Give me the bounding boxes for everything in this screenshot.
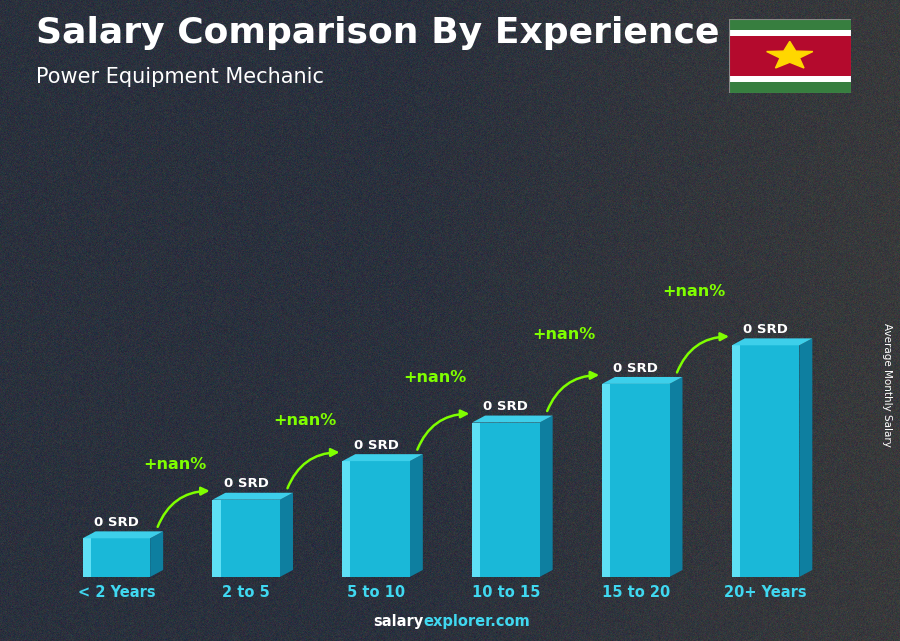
Polygon shape bbox=[150, 531, 163, 577]
Polygon shape bbox=[83, 531, 163, 538]
Bar bbox=[732, 345, 799, 577]
Text: +nan%: +nan% bbox=[143, 456, 206, 472]
Bar bbox=[83, 538, 91, 577]
Text: Salary Comparison By Experience: Salary Comparison By Experience bbox=[36, 16, 719, 50]
Bar bbox=[83, 538, 150, 577]
Bar bbox=[729, 82, 850, 93]
Bar bbox=[602, 384, 670, 577]
Polygon shape bbox=[670, 377, 682, 577]
Bar bbox=[212, 500, 280, 577]
Bar bbox=[472, 422, 481, 577]
Bar bbox=[212, 500, 220, 577]
Polygon shape bbox=[212, 493, 293, 500]
Text: 0 SRD: 0 SRD bbox=[94, 516, 139, 529]
Polygon shape bbox=[767, 41, 813, 68]
Text: 0 SRD: 0 SRD bbox=[224, 478, 269, 490]
Polygon shape bbox=[472, 415, 553, 422]
Bar bbox=[342, 461, 410, 577]
Bar bbox=[602, 384, 610, 577]
Polygon shape bbox=[732, 338, 813, 345]
Text: 0 SRD: 0 SRD bbox=[354, 439, 399, 452]
Polygon shape bbox=[799, 338, 813, 577]
Bar bbox=[342, 461, 350, 577]
Text: +nan%: +nan% bbox=[662, 283, 725, 299]
Text: Power Equipment Mechanic: Power Equipment Mechanic bbox=[36, 67, 324, 87]
Text: 0 SRD: 0 SRD bbox=[743, 323, 788, 336]
Text: +nan%: +nan% bbox=[403, 370, 466, 385]
Bar bbox=[729, 76, 850, 82]
Text: Average Monthly Salary: Average Monthly Salary bbox=[881, 322, 892, 447]
Polygon shape bbox=[342, 454, 423, 461]
Text: salary: salary bbox=[373, 615, 423, 629]
Text: +nan%: +nan% bbox=[533, 327, 596, 342]
Bar bbox=[729, 36, 850, 76]
Bar bbox=[729, 30, 850, 36]
Polygon shape bbox=[280, 493, 293, 577]
Bar bbox=[729, 19, 850, 30]
Bar bbox=[472, 422, 540, 577]
Polygon shape bbox=[540, 415, 553, 577]
Text: 0 SRD: 0 SRD bbox=[613, 362, 658, 374]
Bar bbox=[732, 345, 740, 577]
Polygon shape bbox=[410, 454, 423, 577]
Text: 0 SRD: 0 SRD bbox=[483, 400, 528, 413]
Text: explorer.com: explorer.com bbox=[423, 615, 530, 629]
Text: +nan%: +nan% bbox=[273, 413, 337, 428]
Polygon shape bbox=[602, 377, 682, 384]
